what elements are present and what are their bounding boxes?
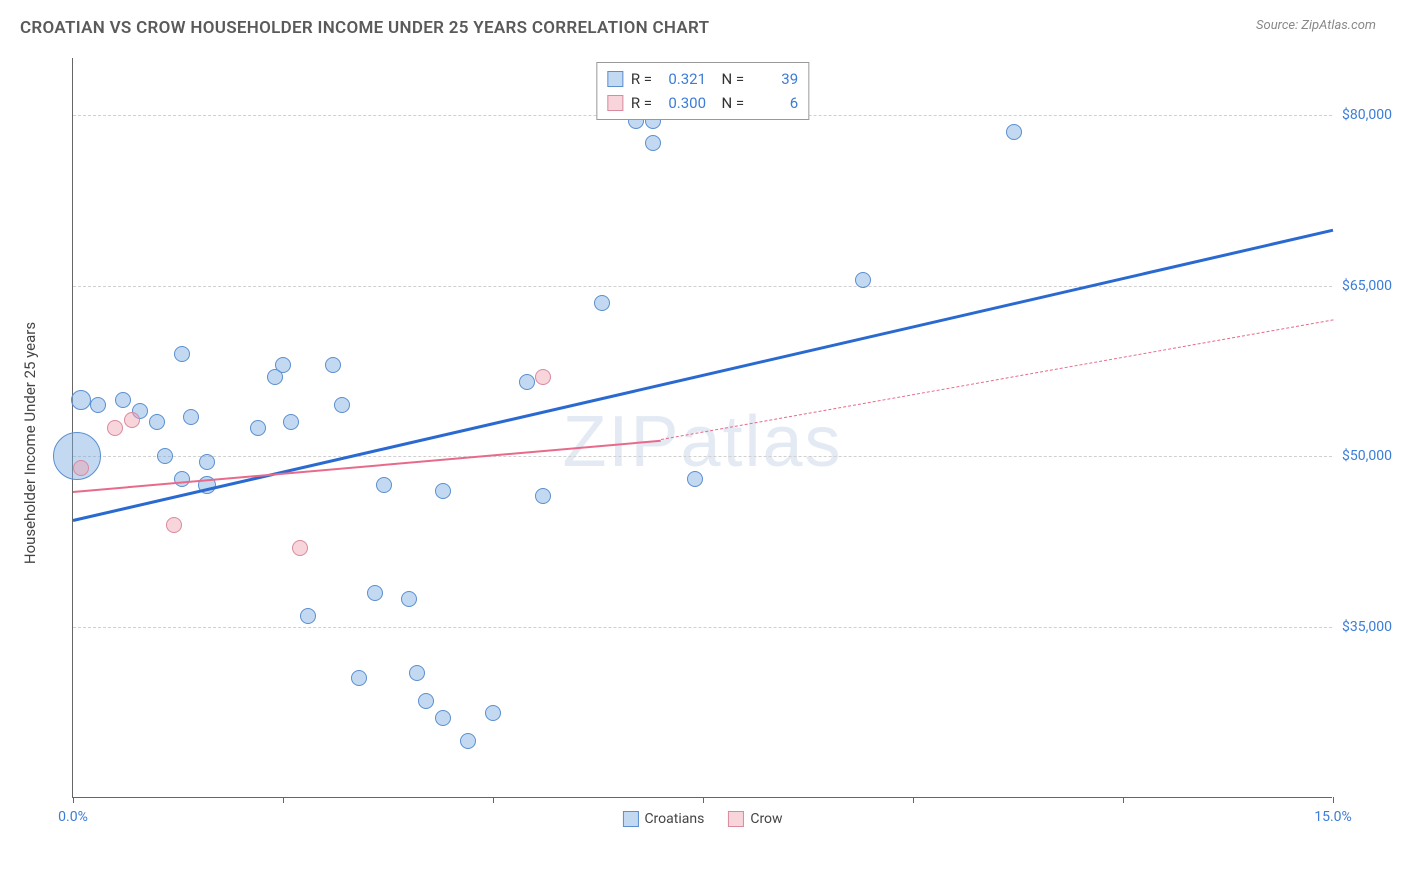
gridline [73,286,1332,287]
data-point [351,670,367,686]
legend-swatch-crow [607,95,623,111]
x-tick [1123,797,1124,803]
data-point [334,397,350,413]
x-tick-label: 0.0% [58,809,88,825]
chart-header: CROATIAN VS CROW HOUSEHOLDER INCOME UNDE… [0,0,1406,48]
data-point [124,412,140,428]
data-point [157,448,173,464]
data-point [283,414,299,430]
data-point [401,591,417,607]
y-tick-label: $50,000 [1342,448,1392,464]
data-point [300,608,316,624]
data-point [485,705,501,721]
plot-area: ZIPatlas R = 0.321 N = 39 R = 0.300 N = … [72,58,1332,798]
series-legend: Croatians Crow [622,811,782,827]
data-point [435,483,451,499]
data-point [71,390,91,410]
y-axis-label: Householder Income Under 25 years [21,322,39,564]
data-point [645,135,661,151]
legend-item-crow: Crow [728,811,782,827]
x-tick [913,797,914,803]
data-point [435,710,451,726]
r-label: R = [631,67,652,91]
data-point [183,409,199,425]
data-point [73,460,89,476]
source-attribution: Source: ZipAtlas.com [1256,18,1376,33]
correlation-legend: R = 0.321 N = 39 R = 0.300 N = 6 [596,62,809,120]
legend-label-crow: Crow [750,811,782,827]
data-point [115,392,131,408]
y-tick-label: $80,000 [1342,107,1392,123]
n-label: N = [714,91,744,115]
legend-label-croatians: Croatians [644,811,704,827]
legend-swatch-crow [728,811,744,827]
legend-item-croatians: Croatians [622,811,704,827]
data-point [199,454,215,470]
n-value-croatians: 39 [752,67,798,91]
data-point [250,420,266,436]
data-point [594,295,610,311]
data-point [418,693,434,709]
data-point [166,517,182,533]
data-point [149,414,165,430]
data-point [367,585,383,601]
data-point [275,357,291,373]
data-point [90,397,106,413]
r-value-croatians: 0.321 [660,67,706,91]
trend-line [73,229,1334,522]
data-point [535,369,551,385]
gridline [73,627,1332,628]
data-point [519,374,535,390]
data-point [174,346,190,362]
data-point [460,733,476,749]
data-point [376,477,392,493]
r-value-crow: 0.300 [660,91,706,115]
r-label: R = [631,91,652,115]
x-tick [283,797,284,803]
data-point [855,272,871,288]
chart-title: CROATIAN VS CROW HOUSEHOLDER INCOME UNDE… [20,18,709,38]
data-point [535,488,551,504]
data-point [1006,124,1022,140]
data-point [174,471,190,487]
data-point [687,471,703,487]
data-point [409,665,425,681]
data-point [325,357,341,373]
chart-container: Householder Income Under 25 years ZIPatl… [50,58,1390,828]
n-value-crow: 6 [752,91,798,115]
data-point [292,540,308,556]
x-tick [493,797,494,803]
x-tick [1333,797,1334,803]
legend-swatch-croatians [607,71,623,87]
trend-line [661,320,1333,441]
trend-line [73,439,661,492]
x-tick [73,797,74,803]
gridline [73,456,1332,457]
n-label: N = [714,67,744,91]
data-point [107,420,123,436]
legend-row-crow: R = 0.300 N = 6 [607,91,798,115]
legend-row-croatians: R = 0.321 N = 39 [607,67,798,91]
y-tick-label: $65,000 [1342,278,1392,294]
y-tick-label: $35,000 [1342,619,1392,635]
x-tick-label: 15.0% [1314,809,1352,825]
x-tick [703,797,704,803]
legend-swatch-croatians [622,811,638,827]
